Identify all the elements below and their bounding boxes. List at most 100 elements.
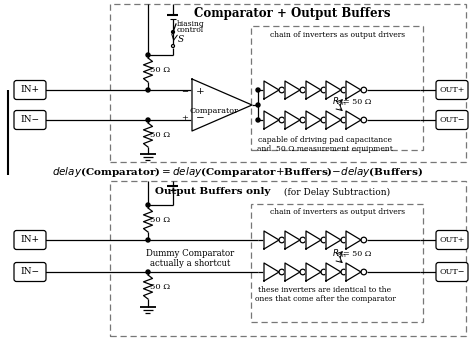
Circle shape bbox=[361, 269, 366, 275]
Circle shape bbox=[279, 117, 284, 123]
Polygon shape bbox=[264, 231, 279, 249]
Circle shape bbox=[341, 87, 346, 93]
Bar bbox=[251, 204, 423, 322]
Text: actually a shortcut: actually a shortcut bbox=[150, 258, 230, 268]
Circle shape bbox=[341, 269, 346, 275]
FancyBboxPatch shape bbox=[436, 110, 468, 129]
Bar bbox=[110, 4, 466, 162]
Text: = 50 Ω: = 50 Ω bbox=[343, 250, 371, 258]
Text: capable of driving pad capacitance: capable of driving pad capacitance bbox=[258, 136, 392, 144]
Text: (for Delay Subtraction): (for Delay Subtraction) bbox=[282, 187, 391, 196]
Text: OUT−: OUT− bbox=[439, 116, 465, 124]
Text: ones that come after the comparator: ones that come after the comparator bbox=[255, 295, 395, 303]
Polygon shape bbox=[264, 111, 279, 129]
Circle shape bbox=[146, 118, 150, 122]
Text: $\mathit{delay}$(Comparator)$=$$\mathit{delay}$(Comparator$+$Buffers)$-$$\mathit: $\mathit{delay}$(Comparator)$=$$\mathit{… bbox=[52, 165, 422, 179]
Text: IN+: IN+ bbox=[20, 86, 39, 95]
FancyBboxPatch shape bbox=[14, 80, 46, 99]
Circle shape bbox=[321, 87, 327, 93]
Text: OUT−: OUT− bbox=[439, 268, 465, 276]
Text: S: S bbox=[178, 35, 184, 44]
Circle shape bbox=[300, 117, 306, 123]
Text: −: − bbox=[181, 88, 188, 96]
Polygon shape bbox=[264, 263, 279, 281]
Circle shape bbox=[361, 87, 366, 93]
Text: −: − bbox=[196, 114, 204, 122]
Text: biasing: biasing bbox=[177, 20, 205, 28]
Polygon shape bbox=[346, 111, 361, 129]
Circle shape bbox=[279, 269, 284, 275]
Text: IN−: IN− bbox=[20, 116, 39, 125]
Text: +: + bbox=[196, 87, 204, 97]
Text: +: + bbox=[181, 114, 188, 122]
Circle shape bbox=[341, 117, 346, 123]
Circle shape bbox=[146, 88, 150, 92]
Text: Comparator + Output Buffers: Comparator + Output Buffers bbox=[194, 7, 390, 20]
Text: $R_{\rm on}$: $R_{\rm on}$ bbox=[332, 96, 347, 108]
Circle shape bbox=[321, 237, 327, 243]
Circle shape bbox=[279, 237, 284, 243]
Text: Dummy Comparator: Dummy Comparator bbox=[146, 248, 234, 258]
Circle shape bbox=[300, 237, 306, 243]
Text: these inverters are identical to the: these inverters are identical to the bbox=[258, 286, 392, 294]
Polygon shape bbox=[285, 81, 300, 99]
FancyBboxPatch shape bbox=[436, 230, 468, 249]
FancyBboxPatch shape bbox=[14, 230, 46, 249]
Circle shape bbox=[300, 87, 306, 93]
Circle shape bbox=[361, 237, 366, 243]
Circle shape bbox=[256, 103, 260, 107]
Text: 50 Ω: 50 Ω bbox=[150, 283, 170, 291]
Circle shape bbox=[146, 238, 150, 242]
Text: Output Buffers only: Output Buffers only bbox=[155, 187, 271, 196]
Text: control: control bbox=[177, 26, 204, 34]
Bar bbox=[251, 26, 423, 150]
Circle shape bbox=[361, 117, 366, 123]
Polygon shape bbox=[326, 231, 341, 249]
Circle shape bbox=[172, 31, 174, 33]
FancyBboxPatch shape bbox=[14, 262, 46, 281]
Bar bbox=[110, 181, 466, 336]
Circle shape bbox=[256, 88, 260, 92]
Polygon shape bbox=[192, 79, 252, 131]
Polygon shape bbox=[285, 231, 300, 249]
FancyBboxPatch shape bbox=[436, 80, 468, 99]
Polygon shape bbox=[306, 263, 321, 281]
Text: IN+: IN+ bbox=[20, 236, 39, 245]
Circle shape bbox=[256, 118, 260, 122]
Text: chain of inverters as output drivers: chain of inverters as output drivers bbox=[271, 208, 406, 216]
Circle shape bbox=[279, 87, 284, 93]
Circle shape bbox=[300, 269, 306, 275]
Text: 50 Ω: 50 Ω bbox=[150, 131, 170, 139]
Polygon shape bbox=[264, 81, 279, 99]
Text: 50 Ω: 50 Ω bbox=[150, 216, 170, 224]
Text: = 50 Ω: = 50 Ω bbox=[343, 98, 371, 106]
Text: $R_{\rm on}$: $R_{\rm on}$ bbox=[332, 248, 347, 260]
Polygon shape bbox=[306, 231, 321, 249]
Text: 50 Ω: 50 Ω bbox=[150, 66, 170, 74]
Polygon shape bbox=[346, 263, 361, 281]
Text: and  50 Ω measurement equipment: and 50 Ω measurement equipment bbox=[257, 145, 393, 153]
Text: OUT+: OUT+ bbox=[439, 236, 465, 244]
Circle shape bbox=[321, 117, 327, 123]
Polygon shape bbox=[326, 81, 341, 99]
Text: chain of inverters as output drivers: chain of inverters as output drivers bbox=[271, 31, 406, 39]
Circle shape bbox=[321, 269, 327, 275]
FancyBboxPatch shape bbox=[436, 262, 468, 281]
Polygon shape bbox=[346, 81, 361, 99]
Text: IN−: IN− bbox=[20, 268, 39, 277]
Text: Comparator: Comparator bbox=[190, 107, 238, 115]
Text: OUT+: OUT+ bbox=[439, 86, 465, 94]
Circle shape bbox=[146, 270, 150, 274]
Circle shape bbox=[146, 203, 150, 207]
Circle shape bbox=[172, 44, 174, 47]
Polygon shape bbox=[306, 81, 321, 99]
Circle shape bbox=[341, 237, 346, 243]
Polygon shape bbox=[285, 111, 300, 129]
Polygon shape bbox=[306, 111, 321, 129]
Polygon shape bbox=[326, 263, 341, 281]
Polygon shape bbox=[346, 231, 361, 249]
Circle shape bbox=[146, 53, 150, 57]
FancyBboxPatch shape bbox=[14, 110, 46, 129]
Polygon shape bbox=[285, 263, 300, 281]
Polygon shape bbox=[326, 111, 341, 129]
